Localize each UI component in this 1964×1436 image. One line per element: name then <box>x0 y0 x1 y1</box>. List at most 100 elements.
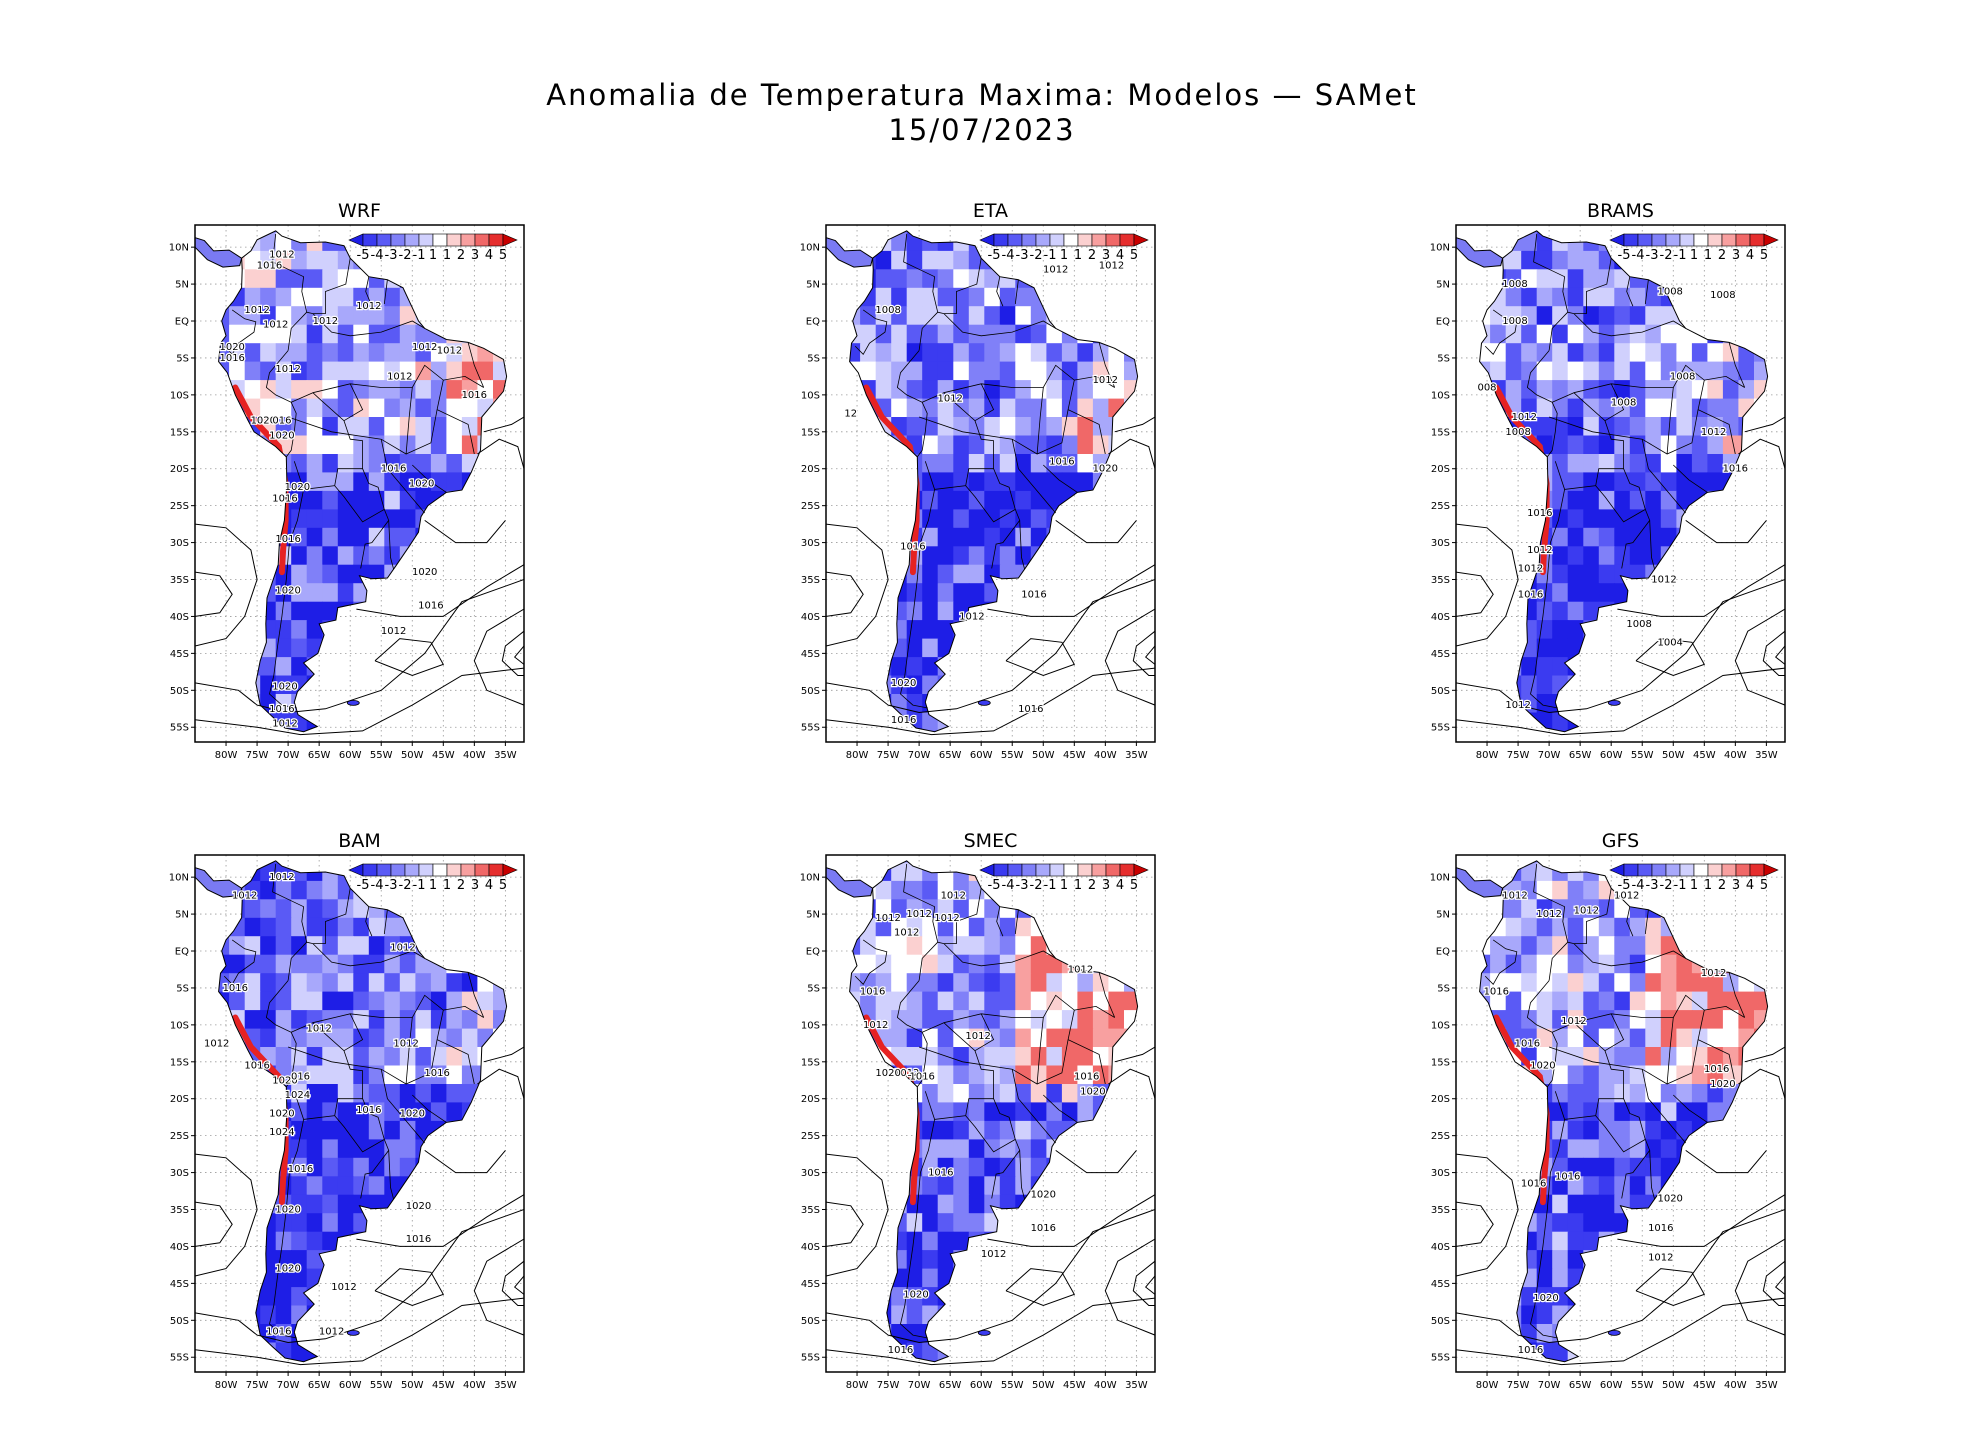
lat-tick-label: 55S <box>170 723 189 734</box>
isobar-label: 1012 <box>275 364 300 375</box>
isobar-label: 1016 <box>418 600 443 611</box>
lat-tick-label: 5N <box>175 280 189 291</box>
colorbar-label: 1 <box>1060 878 1068 893</box>
isobar-label: 1016 <box>266 1326 291 1337</box>
isobar-label: 1020 <box>285 482 310 493</box>
lat-tick-label: 10S <box>1431 1020 1450 1031</box>
colorbar-swatch <box>362 863 378 877</box>
lat-tick-label: 5S <box>807 353 820 364</box>
colorbar-label: 1 <box>443 248 451 263</box>
colorbar: -5 -4 -3 -2 -1 1 1 2 3 4 5 <box>348 233 518 263</box>
colorbar-swatch <box>1077 863 1093 877</box>
colorbar-swatch <box>474 863 490 877</box>
colorbar-label: 1 <box>429 248 437 263</box>
lon-tick-label: 55W <box>370 750 393 761</box>
lon-tick-label: 60W <box>1600 1380 1623 1391</box>
central-america <box>1456 237 1504 268</box>
lon-tick-label: 45W <box>1063 750 1086 761</box>
colorbar-label: 2 <box>1088 248 1096 263</box>
isobar-label: 1020 <box>875 1068 900 1079</box>
lon-tick-label: 55W <box>1631 1380 1654 1391</box>
isobar-label: 1012 <box>1701 427 1726 438</box>
isobar-label: 1016 <box>928 1168 953 1179</box>
lon-tick-label: 60W <box>339 750 362 761</box>
colorbar-swatch <box>1707 233 1723 247</box>
map-frame <box>825 224 1156 743</box>
isobar-label: 1012 <box>965 1031 990 1042</box>
axis-ticks: 10N 5N EQ 5S 10S 15S 20S 25S 30S 35S 40S 45S 50S 55S 8… <box>1430 873 1778 1391</box>
isobar-label: 1012 <box>906 909 931 920</box>
isobar-label: 1012 <box>272 719 297 730</box>
colorbar-swatch <box>1091 863 1107 877</box>
colorbar-swatch <box>1119 233 1135 247</box>
lon-tick-label: 45W <box>1063 1380 1086 1391</box>
colorbar-swatch <box>1021 233 1037 247</box>
lon-tick-label: 75W <box>246 750 269 761</box>
lon-tick-label: 35W <box>1755 1380 1778 1391</box>
falkland-islands <box>977 699 991 706</box>
lon-tick-label: 35W <box>494 750 517 761</box>
isobar-label: 1012 <box>381 626 406 637</box>
isobar-label: 1012 <box>1614 891 1639 902</box>
country-borders <box>223 233 485 709</box>
lat-tick-label: 40S <box>170 612 189 623</box>
map-frame <box>194 854 525 1373</box>
lat-tick-label: 20S <box>801 464 820 475</box>
lat-tick-label: 5S <box>176 983 189 994</box>
lon-tick-label: 70W <box>1538 750 1561 761</box>
lon-tick-label: 65W <box>308 1380 331 1391</box>
isobar-label: 1012 <box>1527 545 1552 556</box>
colorbar-label: 2 <box>1088 878 1096 893</box>
colorbar-swatch <box>432 863 448 877</box>
colorbar-label: -5 <box>357 248 370 263</box>
lon-tick-label: 40W <box>1094 1380 1117 1391</box>
colorbar-label: 4 <box>1116 248 1124 263</box>
isobar-label: 1012 <box>1512 412 1537 423</box>
falkland-islands <box>1607 699 1621 706</box>
lon-tick-label: 65W <box>939 750 962 761</box>
colorbar-swatch <box>376 233 392 247</box>
colorbar-label: -4 <box>371 878 384 893</box>
isobar-label: 1012 <box>863 1020 888 1031</box>
colorbar-swatch <box>1091 233 1107 247</box>
isobar-label: 1008 <box>1502 316 1527 327</box>
lon-tick-label: 75W <box>877 1380 900 1391</box>
isobar-label: 1008 <box>1657 287 1682 298</box>
colorbar-label: -4 <box>1002 878 1015 893</box>
lat-tick-label: EQ <box>175 947 189 958</box>
colorbar-swatch <box>993 863 1009 877</box>
isobar-label: 1016 <box>462 390 487 401</box>
colorbar-label: 5 <box>1130 878 1138 893</box>
isobar-label: 1012 <box>1099 261 1124 272</box>
colorbar-label: 2 <box>457 878 465 893</box>
panel-gfs: 1012 1012 1012 1012 1012 1016 1012 1016 1020 1016… <box>1410 820 1810 1410</box>
isobar-label: 1016 <box>900 541 925 552</box>
lon-tick-label: 35W <box>1755 750 1778 761</box>
colorbar-swatch <box>1105 233 1121 247</box>
isobar-label: 1020 <box>412 567 437 578</box>
falkland-islands <box>346 699 360 706</box>
lon-tick-label: 80W <box>1476 750 1499 761</box>
lat-tick-label: 10N <box>169 873 189 884</box>
anomaly-field <box>218 230 507 732</box>
map-frame <box>1455 854 1786 1373</box>
lat-tick-label: 55S <box>1431 723 1450 734</box>
colorbar-label: -5 <box>988 878 1001 893</box>
isobar-label: 1016 <box>288 1164 313 1175</box>
isobar-label: 1008 <box>1670 371 1695 382</box>
isobar-label: 1004 <box>1657 637 1682 648</box>
lat-tick-label: 45S <box>1431 649 1450 660</box>
isobar-labels: 1012101610121012101210121020101610121012… <box>218 248 488 731</box>
isobar-label: 1020 <box>269 431 294 442</box>
isobar-label: 1016 <box>1074 1072 1099 1083</box>
lon-tick-label: 80W <box>215 750 238 761</box>
lat-tick-label: 35S <box>170 575 189 586</box>
lat-tick-label: 30S <box>801 538 820 549</box>
isobar-label: 016 <box>272 416 291 427</box>
isobar-label: 1020 <box>275 1205 300 1216</box>
colorbar-swatch <box>1049 863 1065 877</box>
panel-title: BAM <box>338 830 380 852</box>
lat-tick-label: 10N <box>800 873 820 884</box>
isobar-label: 12 <box>844 408 857 419</box>
isobar-label: 1016 <box>356 1105 381 1116</box>
